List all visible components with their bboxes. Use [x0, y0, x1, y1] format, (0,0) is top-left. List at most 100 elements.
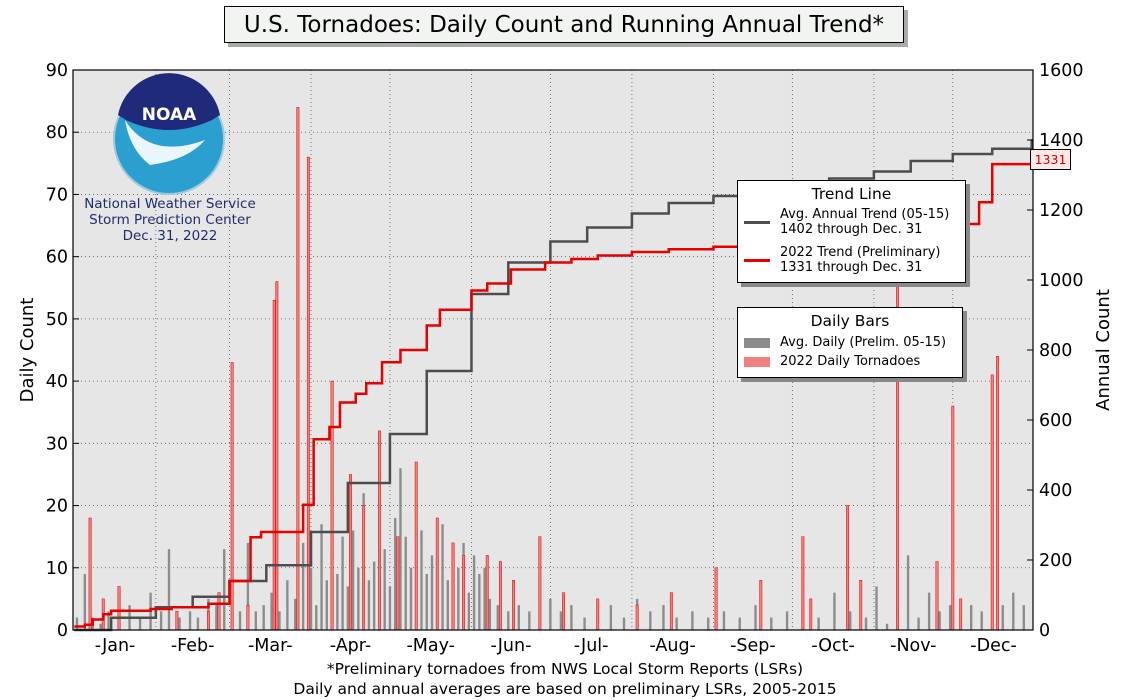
trend-legend: Trend Line Avg. Annual Trend (05-15) 1402… — [737, 180, 966, 283]
cur-bars-label: 2022 Daily Tornadoes — [780, 354, 921, 369]
avg-daily-bar — [785, 611, 789, 630]
cur-daily-bar — [859, 579, 863, 631]
cur-daily-bar — [296, 107, 300, 631]
avg-daily-bar — [559, 611, 563, 630]
avg-daily-bar — [875, 586, 878, 630]
avg-bars-label: Avg. Daily (Prelim. 05-15) — [780, 335, 947, 350]
cur-daily-bar — [512, 579, 515, 631]
avg-daily-bar — [246, 542, 250, 630]
y-tick-label: 60 — [46, 248, 68, 268]
y2-tick-label: 1400 — [1039, 131, 1084, 151]
avg-daily-bar — [706, 617, 710, 630]
avg-daily-bar — [107, 611, 110, 630]
avg-daily-bar — [215, 605, 218, 630]
avg-daily-bar — [83, 574, 87, 630]
avg-daily-bar — [833, 592, 836, 630]
chart-title: U.S. Tornadoes: Daily Count and Running … — [224, 6, 904, 43]
cur-daily-bar — [117, 586, 121, 631]
cur-daily-bar — [935, 561, 939, 631]
x-tick-label: -Aug- — [649, 636, 695, 656]
y-tick-label: 80 — [46, 123, 68, 143]
y2-tick-label: 1000 — [1039, 271, 1084, 291]
avg-daily-bar — [478, 574, 481, 630]
avg-daily-bar — [583, 617, 586, 630]
avg-daily-bar — [196, 617, 200, 630]
avg-daily-bar — [159, 611, 163, 630]
noaa-logo-text: NOAA — [142, 105, 197, 125]
avg-daily-bar — [425, 574, 428, 630]
avg-daily-bar — [404, 536, 407, 630]
cur-daily-bar — [362, 505, 366, 631]
x-tick-label: -May- — [406, 636, 455, 656]
avg-daily-bar — [488, 598, 492, 630]
cur-daily-bar — [846, 505, 850, 631]
avg-daily-bar — [885, 623, 889, 630]
legend-item-avg-bars: Avg. Daily (Prelim. 05-15) — [744, 335, 962, 350]
cur-daily-bar — [451, 542, 455, 631]
avg-daily-bar — [722, 611, 726, 630]
cur-daily-bar — [669, 592, 673, 631]
cur-trend-swatch — [744, 258, 770, 262]
avg-daily-bar — [254, 611, 257, 630]
avg-daily-bar — [446, 580, 449, 630]
cur-daily-bar — [396, 536, 400, 631]
y2-tick-label: 800 — [1039, 341, 1072, 361]
avg-daily-bar — [372, 561, 376, 630]
avg-daily-bar — [441, 524, 444, 630]
avg-daily-bar — [278, 611, 281, 630]
y-tick-label: 90 — [46, 61, 68, 81]
cur-daily-bar — [377, 430, 381, 631]
avg-daily-bar — [917, 617, 920, 630]
avg-daily-bar — [409, 567, 413, 630]
cur-daily-bar — [959, 598, 963, 631]
cur-daily-bar — [88, 517, 92, 631]
avg-daily-bar — [138, 617, 142, 630]
avg-daily-bar — [309, 567, 313, 630]
trend-legend-title: Trend Line — [811, 185, 892, 203]
avg-daily-bar — [1012, 592, 1015, 630]
avg-daily-bar — [99, 623, 102, 630]
x-tick-label: -Jul- — [574, 636, 609, 656]
avg-daily-bar — [649, 611, 652, 630]
avg-daily-bar — [430, 555, 434, 630]
avg-daily-bar — [351, 530, 355, 630]
avg-daily-bar — [980, 611, 983, 630]
credit-line-2: Storm Prediction Center — [89, 212, 251, 228]
avg-daily-bar — [388, 586, 392, 630]
avg-daily-bar — [1022, 605, 1025, 630]
x-tick-label: -Nov- — [890, 636, 936, 656]
avg-daily-bar — [938, 611, 941, 630]
avg-daily-bar — [472, 555, 476, 630]
footer-line-2: Daily and annual averages are based on p… — [293, 680, 837, 698]
avg-daily-bar — [817, 617, 820, 630]
avg-daily-bar — [483, 567, 486, 630]
y-tick-label: 30 — [46, 434, 68, 454]
cur-daily-bar — [562, 592, 565, 631]
cur-daily-bar — [414, 461, 418, 631]
avg-daily-bar — [294, 598, 297, 630]
noaa-logo: NOAA — [113, 73, 225, 195]
cur-daily-bar — [217, 592, 221, 631]
avg-daily-bar — [496, 605, 499, 630]
bars-legend: Daily Bars Avg. Daily (Prelim. 05-15) 20… — [737, 307, 963, 378]
daily-bars — [75, 107, 1025, 631]
cur-daily-bar — [246, 604, 250, 631]
avg-daily-bar — [346, 586, 350, 630]
cur-daily-bar — [272, 299, 276, 631]
avg-daily-bar — [336, 574, 339, 630]
cur-daily-bar — [330, 380, 334, 631]
y2-tick-label: 600 — [1039, 411, 1072, 431]
cur-daily-bar — [596, 598, 600, 631]
avg-daily-bar — [457, 567, 460, 630]
y-tick-label: 70 — [46, 185, 68, 205]
x-tick-label: -Jan- — [95, 636, 136, 656]
avg-daily-bar — [320, 524, 323, 630]
cur-daily-bar — [485, 555, 489, 631]
legend-item-avg-trend: Avg. Annual Trend (05-15) 1402 through De… — [744, 207, 965, 237]
cur-daily-bar — [230, 362, 234, 631]
cur-daily-bar — [951, 405, 955, 631]
avg-daily-bar — [301, 542, 305, 630]
credit-line-3: Dec. 31, 2022 — [122, 228, 218, 244]
cur-trend-label: 2022 Trend (Preliminary) 1331 through Dec… — [780, 245, 941, 275]
avg-trend-label: Avg. Annual Trend (05-15) 1402 through De… — [780, 207, 950, 237]
